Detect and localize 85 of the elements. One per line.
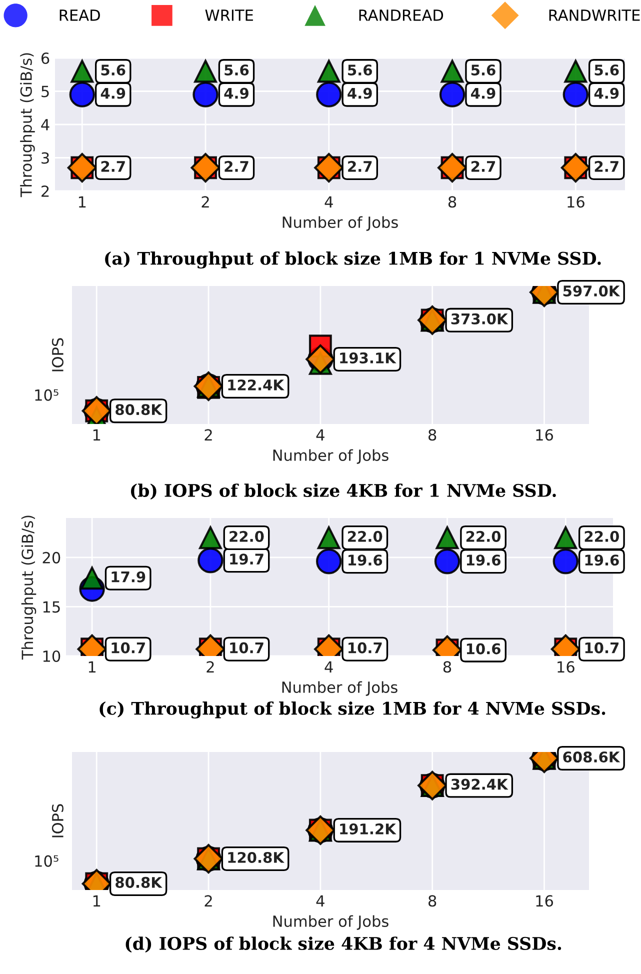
x-tick-label: 16 (568, 196, 584, 208)
x-axis-title: Number of Jobs (273, 915, 388, 930)
data-label: 19.6 (585, 554, 619, 566)
x-tick-label: 1 (93, 895, 100, 906)
data-label: 10.7 (112, 642, 145, 654)
data-label: 17.9 (112, 571, 146, 582)
y-axis-title: Throughput (GiB/s) (20, 53, 35, 198)
data-label: 5.6 (224, 64, 249, 76)
data-label: 2.7 (471, 160, 495, 172)
y-tick-label: 3 (42, 152, 49, 164)
data-label: 5.6 (471, 64, 496, 76)
x-axis-title: Number of Jobs (282, 681, 398, 696)
data-label: 22.0 (584, 530, 619, 542)
data-label: 5.6 (348, 64, 372, 76)
y-tick-label: 15 (43, 601, 60, 613)
data-label: 10.7 (348, 642, 382, 654)
data-label: 10.6 (466, 643, 500, 654)
y-tick-label: 10 (43, 650, 60, 662)
data-label: 2.7 (594, 160, 618, 172)
data-label: 122.4K (228, 379, 284, 390)
data-label: 10.7 (585, 642, 619, 654)
text: (b) IOPS of block size 4KB for 1 NVMe SSD. (131, 484, 556, 500)
data-label: 80.8K (116, 876, 162, 888)
x-tick-label: 1 (88, 661, 96, 672)
x-tick-label: 2 (204, 895, 212, 906)
data-label: 2.7 (224, 160, 248, 172)
y-tick-label: 5 (42, 86, 49, 98)
x-axis-title: Number of Jobs (273, 449, 388, 464)
x-tick-label: 16 (536, 429, 553, 441)
data-label: 193.1K (340, 352, 396, 364)
y-axis-title: IOPS (52, 338, 64, 372)
data-label: 2.7 (101, 160, 125, 172)
y-axis-title: Throughput (GiB/s) (21, 516, 36, 660)
x-tick-label: 16 (536, 895, 553, 907)
text: (c) Throughput of block size 1MB for 4 NVMe SSDs. (100, 701, 606, 719)
data-label: 22.0 (466, 530, 501, 542)
data-label: 19.6 (466, 554, 500, 566)
x-tick-label: 2 (206, 661, 214, 672)
data-label: 22.0 (348, 530, 382, 542)
x-tick-label: 1 (78, 196, 86, 208)
annotation: 10⁵ (35, 389, 58, 401)
x-axis-title: Number of Jobs (282, 216, 398, 231)
data-label: 120.8K (228, 852, 284, 863)
data-label: 597.0K (563, 285, 620, 297)
data-label: 4.9 (594, 88, 619, 99)
data-label: 392.4K (451, 778, 508, 790)
data-label: 5.6 (594, 64, 619, 76)
annotation: 10⁵ (35, 855, 58, 867)
x-tick-label: 4 (316, 895, 324, 906)
x-tick-label: 8 (443, 661, 452, 673)
x-tick-label: 8 (428, 895, 436, 907)
x-tick-label: 4 (324, 661, 333, 672)
data-label: 2.7 (348, 160, 372, 172)
data-label: 19.7 (230, 554, 264, 565)
y-axis-title: IOPS (52, 804, 64, 838)
x-tick-label: 2 (202, 196, 209, 208)
data-label: 22.0 (230, 530, 264, 542)
x-tick-label: 8 (448, 196, 456, 208)
y-tick-label: 2 (42, 185, 49, 197)
legend-label: WRITE (205, 10, 253, 21)
legend-label: RANDWRITE (549, 10, 640, 21)
x-tick-label: 4 (324, 196, 333, 208)
text: (d) IOPS of block size 4KB for 4 NVMe SSDs. (126, 936, 562, 952)
data-label: 191.2K (340, 823, 396, 834)
y-tick-label: 6 (41, 52, 50, 64)
x-tick-label: 2 (204, 429, 212, 440)
x-tick-label: 4 (316, 429, 324, 440)
x-tick-label: 16 (558, 661, 574, 673)
data-label: 4.9 (224, 88, 248, 99)
y-tick-label: 20 (42, 552, 60, 564)
x-tick-label: 1 (93, 429, 100, 440)
text: (a) Throughput of block size 1MB for 1 NVMe SSD. (105, 251, 601, 269)
data-label: 80.8K (116, 404, 162, 416)
legend-label: RANDREAD (359, 10, 444, 21)
y-tick-label: 4 (41, 119, 50, 130)
data-label: 4.9 (470, 88, 496, 99)
data-label: 4.9 (348, 88, 372, 99)
data-label: 4.9 (100, 88, 126, 99)
data-label: 19.6 (348, 554, 382, 566)
data-label: 373.0K (451, 313, 508, 324)
data-label: 5.6 (101, 64, 126, 76)
x-tick-label: 8 (428, 429, 436, 441)
legend-label: READ (60, 10, 100, 21)
data-label: 10.7 (230, 642, 264, 654)
data-label: 608.6K (563, 751, 620, 763)
